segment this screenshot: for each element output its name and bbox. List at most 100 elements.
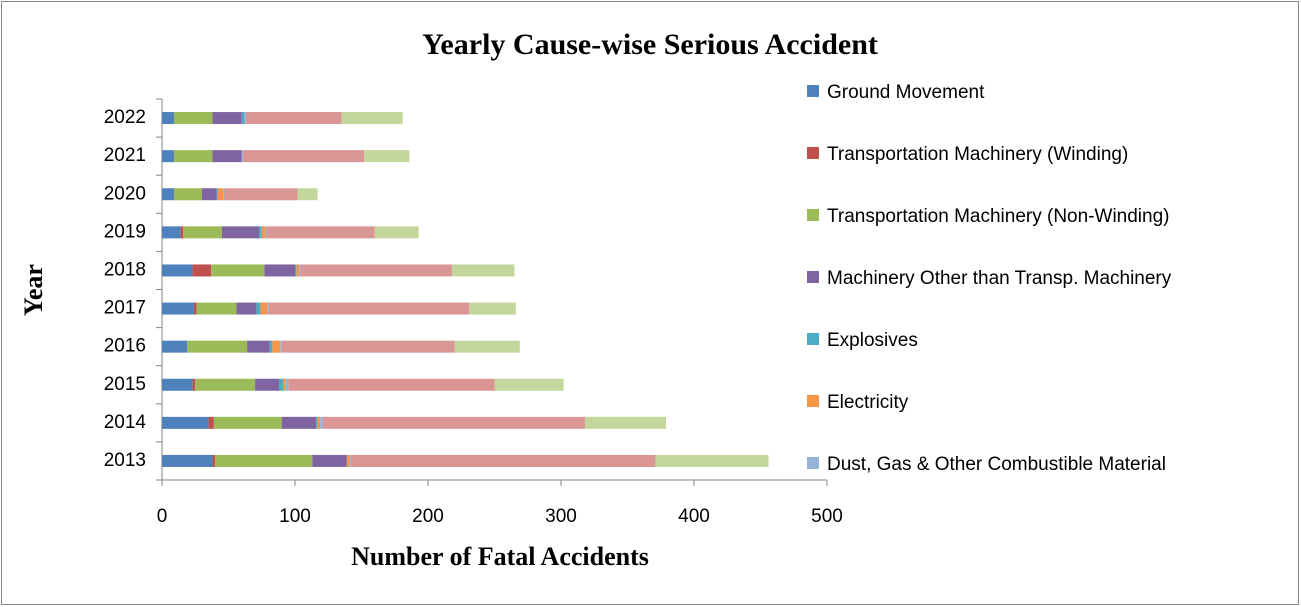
bar-segment [281,340,455,353]
bar-segment [279,378,284,391]
bar-segment [255,378,280,391]
y-tick-label: 2014 [104,412,147,433]
bar-segment [272,340,281,353]
bar-segment [346,454,350,467]
bar-segment [364,150,410,163]
bar-segment [451,264,515,277]
bar-segment [268,302,470,315]
bar-segment [192,378,196,391]
bar-segment [260,302,268,315]
bar-segment [317,416,321,429]
bar-segment [655,454,769,467]
legend-label: Explosives [827,330,918,351]
x-tick-label: 0 [157,506,168,527]
bar-segment [162,150,174,163]
bar-segment [173,188,202,201]
legend-item: Machinery Other than Transp. Machinery [807,264,1277,294]
y-tick-label: 2022 [104,107,146,128]
bar-segment [162,340,188,353]
bar-segment [162,226,181,239]
bar-segment [193,302,197,315]
y-tick-label: 2018 [104,259,146,280]
bar-segment [281,416,317,429]
y-tick-label: 2021 [104,145,146,166]
legend-label: Transportation Machinery (Non-Winding) [827,206,1170,227]
bar-segment [341,112,403,125]
bar-segment [296,264,299,277]
legend-label: Electricity [827,392,909,413]
bar-segment [241,150,244,163]
bar-segment [244,112,246,125]
legend-swatch [807,333,819,345]
bar-segment [187,340,248,353]
bar-segment [261,226,266,239]
x-tick-label: 100 [279,506,311,527]
bar-segment [320,416,323,429]
legend-swatch [807,395,819,407]
bar-segment [283,378,286,391]
bar-segment [217,188,224,201]
bar-segment [195,378,256,391]
bar-segment [212,112,242,125]
x-tick-label: 500 [811,506,843,527]
legend-item: Transportation Machinery (Non-Winding) [807,202,1277,232]
bar-segment [211,264,265,277]
legend-label: Ground Movement [827,82,985,103]
legend-item: Dust, Gas & Other Combustible Material [807,450,1277,480]
bar-segment [269,340,273,353]
bar-segment [312,454,347,467]
bar-segment [469,302,516,315]
bar-segment [192,264,212,277]
bar-segment [162,264,193,277]
bar-segment [173,112,213,125]
bar-segment [297,188,318,201]
legend-label: Transportation Machinery (Winding) [827,144,1129,165]
bar-segment [224,188,298,201]
bar-segment [288,378,495,391]
bar-segment [264,264,295,277]
bar-segment [265,226,268,239]
bar-segment [349,454,351,467]
bar-segment [162,454,213,467]
bar-segment [183,226,222,239]
bar-segment [300,264,452,277]
bar-segment [298,264,301,277]
legend-swatch [807,85,819,97]
bar-segment [213,416,282,429]
bar-segment [162,188,174,201]
bar-segment [322,416,585,429]
bar-segment [162,112,174,125]
y-tick-label: 2015 [104,374,146,395]
x-axis-title: Number of Fatal Accidents [351,542,649,571]
bar-segment [215,454,313,467]
bar-segment [243,150,365,163]
bar-segment [216,188,218,201]
legend-label: Dust, Gas & Other Combustible Material [827,454,1166,475]
legend-label: Machinery Other than Transp. Machinery [827,268,1172,289]
bar-segment [241,112,245,125]
legend-swatch [807,271,819,283]
bar-segment [173,150,213,163]
bar-segment [247,340,270,353]
bar-segment [212,150,242,163]
chart-title: Yearly Cause-wise Serious Accident [422,28,878,61]
bar-segment [201,188,217,201]
bar-segment [162,378,193,391]
y-tick-label: 2013 [104,450,146,471]
y-tick-label: 2020 [104,183,146,204]
bar-segment [316,416,318,429]
x-tick-label: 300 [545,506,577,527]
bar-segment [245,112,342,125]
bar-segment [374,226,419,239]
bar-segment [285,378,289,391]
legend-item: Transportation Machinery (Winding) [807,140,1277,170]
y-axis-title: Year [19,264,48,316]
y-tick-label: 2017 [104,298,146,319]
legend-item: Explosives [807,326,1277,356]
bar-segment [295,264,297,277]
bar-segment [162,416,209,429]
bar-segment [223,188,225,201]
bar-segment [350,454,656,467]
